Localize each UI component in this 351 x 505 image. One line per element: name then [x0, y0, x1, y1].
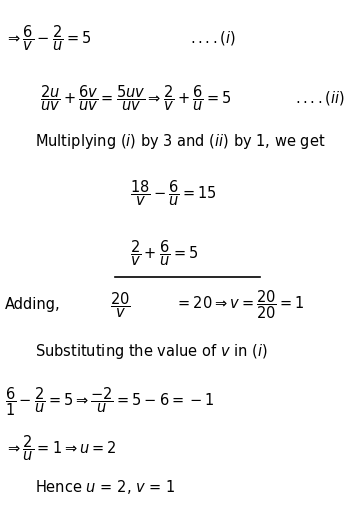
Text: Adding,: Adding,	[5, 297, 61, 312]
Text: $....(ii)$: $....(ii)$	[295, 89, 345, 107]
Text: $\Rightarrow \dfrac{6}{v} - \dfrac{2}{u} = 5$: $\Rightarrow \dfrac{6}{v} - \dfrac{2}{u}…	[5, 23, 91, 53]
Text: $\dfrac{2}{v} + \dfrac{6}{u} = 5$: $\dfrac{2}{v} + \dfrac{6}{u} = 5$	[130, 238, 198, 267]
Text: $\dfrac{20}{v}$: $\dfrac{20}{v}$	[110, 290, 131, 319]
Text: Substituting the value of $v$ in $(i)$: Substituting the value of $v$ in $(i)$	[35, 342, 268, 361]
Text: $\dfrac{6}{1} - \dfrac{2}{u} = 5 \Rightarrow \dfrac{-2}{u} = 5 - 6 = -1$: $\dfrac{6}{1} - \dfrac{2}{u} = 5 \Righta…	[5, 385, 214, 418]
Text: Hence $u$ = 2, $v$ = 1: Hence $u$ = 2, $v$ = 1	[35, 477, 176, 495]
Text: $\dfrac{18}{v} - \dfrac{6}{u} = 15$: $\dfrac{18}{v} - \dfrac{6}{u} = 15$	[130, 178, 217, 208]
Text: $....(i)$: $....(i)$	[190, 29, 236, 47]
Text: Multiplying $(i)$ by 3 and $(ii)$ by 1, we get: Multiplying $(i)$ by 3 and $(ii)$ by 1, …	[35, 132, 325, 151]
Text: $\dfrac{2u}{uv} + \dfrac{6v}{uv} = \dfrac{5uv}{uv} \Rightarrow \dfrac{2}{v} + \d: $\dfrac{2u}{uv} + \dfrac{6v}{uv} = \dfra…	[40, 83, 231, 113]
Text: $\Rightarrow \dfrac{2}{u} = 1 \Rightarrow u = 2$: $\Rightarrow \dfrac{2}{u} = 1 \Rightarro…	[5, 432, 117, 462]
Text: $= 20 \Rightarrow v = \dfrac{20}{20} = 1$: $= 20 \Rightarrow v = \dfrac{20}{20} = 1…	[175, 288, 304, 321]
